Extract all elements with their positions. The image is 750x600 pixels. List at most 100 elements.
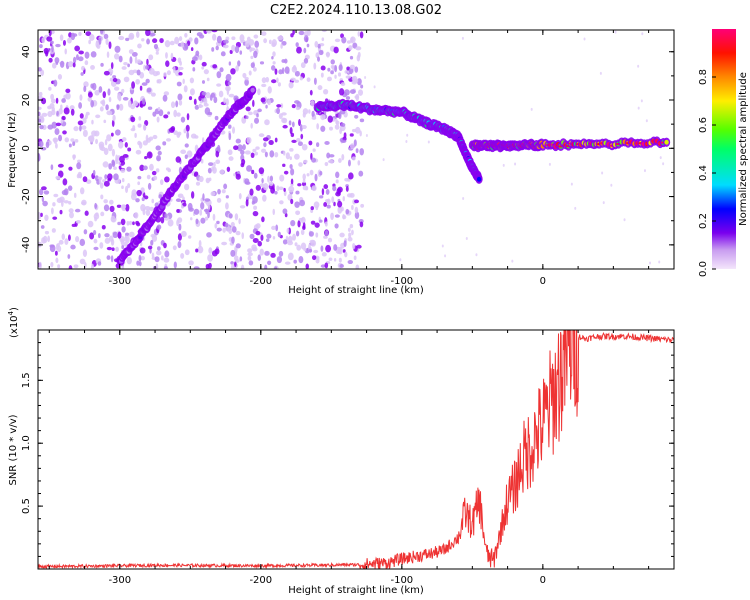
noise-cell (60, 60, 65, 68)
noise-cell (222, 44, 229, 49)
noise-cell (465, 237, 468, 241)
noise-cell (91, 119, 94, 125)
noise-cell (185, 124, 190, 132)
noise-cell (334, 124, 340, 130)
noise-cell (277, 231, 281, 238)
noise-cell (67, 234, 71, 242)
noise-cell (278, 69, 283, 75)
noise-cell (299, 199, 306, 207)
noise-cell (107, 88, 111, 96)
noise-cell (233, 266, 237, 269)
noise-cell (295, 210, 301, 216)
noise-cell (246, 165, 253, 172)
noise-cell (184, 143, 189, 148)
noise-cell (355, 264, 360, 269)
noise-cell (602, 201, 605, 205)
noise-cell (189, 77, 195, 84)
noise-cell (317, 43, 321, 49)
noise-cell (38, 111, 41, 117)
noise-cell (74, 208, 81, 213)
noise-cell (262, 194, 267, 202)
noise-cell (128, 231, 135, 238)
noise-cell (251, 169, 255, 175)
noise-cell (253, 172, 258, 179)
noise-cell (288, 81, 294, 89)
noise-cell (268, 39, 272, 45)
noise-cell (216, 197, 222, 203)
noise-cell (281, 117, 287, 124)
noise-cell (203, 98, 208, 105)
noise-cell (68, 265, 73, 269)
noise-cell (62, 130, 67, 135)
noise-cell (123, 241, 129, 247)
noise-cell (290, 178, 294, 185)
noise-cell (261, 31, 267, 36)
noise-cell (55, 257, 59, 264)
noise-cell (149, 206, 155, 212)
noise-cell (255, 146, 260, 150)
noise-cell (319, 219, 323, 223)
noise-cell (38, 153, 41, 161)
noise-cell (125, 185, 129, 194)
noise-cell (137, 181, 141, 186)
noise-cell (207, 254, 214, 262)
noise-cell (148, 54, 154, 61)
noise-cell (192, 56, 198, 62)
noise-cell (178, 223, 182, 231)
noise-cell (211, 30, 218, 33)
noise-cell (82, 249, 88, 257)
noise-cell (355, 126, 361, 134)
noise-cell (253, 205, 258, 210)
noise-cell (228, 132, 232, 141)
noise-cell (323, 184, 329, 190)
noise-cell (124, 142, 128, 148)
noise-cell (318, 50, 324, 56)
noise-cell (313, 201, 320, 209)
noise-cell (254, 40, 260, 48)
noise-cell (156, 155, 161, 162)
noise-cell (211, 47, 215, 52)
noise-cell (257, 240, 262, 247)
noise-cell (637, 106, 640, 110)
noise-cell (101, 99, 106, 107)
noise-cell (114, 53, 120, 60)
noise-cell (244, 78, 249, 86)
noise-cell (135, 149, 142, 155)
noise-cell (255, 184, 262, 191)
noise-cell (51, 44, 54, 53)
noise-cell (177, 93, 183, 101)
noise-cell (274, 266, 278, 269)
noise-cell (239, 50, 243, 55)
noise-cell (50, 207, 54, 215)
noise-cell (188, 96, 193, 101)
noise-cell (176, 112, 181, 117)
noise-cell (138, 141, 143, 149)
noise-cell (184, 249, 190, 256)
noise-cell (153, 43, 159, 50)
noise-cell (109, 205, 115, 213)
noise-cell (73, 192, 77, 198)
noise-cell (253, 34, 259, 39)
noise-cell (277, 82, 281, 87)
noise-cell (141, 82, 148, 86)
noise-cell (50, 261, 54, 268)
noise-cell (121, 66, 127, 70)
noise-cell (41, 112, 48, 117)
noise-cell (188, 37, 193, 42)
noise-cell (382, 158, 385, 162)
noise-cell (583, 37, 586, 41)
noise-cell (69, 105, 75, 111)
noise-cell (140, 255, 145, 261)
noise-cell (298, 30, 305, 36)
noise-cell (314, 40, 319, 48)
snr-x-tick-label: -100 (390, 575, 413, 586)
noise-cell (340, 206, 344, 212)
noise-cell (266, 233, 272, 239)
noise-cell (351, 204, 354, 210)
noise-cell (225, 36, 230, 41)
noise-cell (640, 99, 643, 103)
noise-cell (55, 97, 59, 104)
noise-cell (274, 68, 278, 75)
noise-cell (60, 104, 63, 110)
